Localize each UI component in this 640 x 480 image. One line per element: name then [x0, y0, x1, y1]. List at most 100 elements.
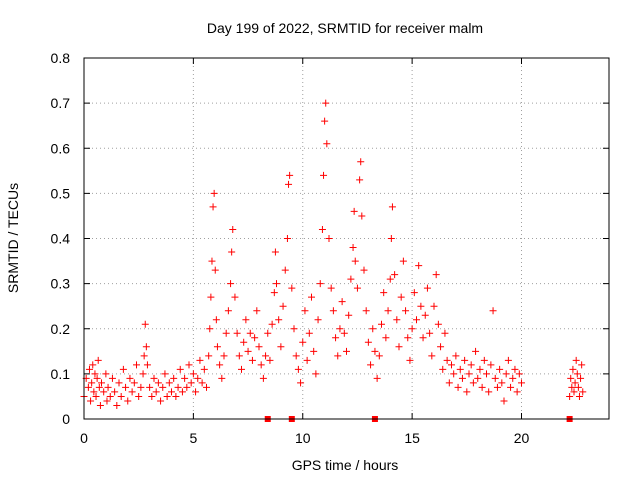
data-point [577, 374, 585, 382]
data-point [345, 311, 353, 319]
data-point [413, 316, 420, 324]
data-point [111, 388, 119, 396]
data-point [340, 329, 348, 337]
data-point [415, 262, 423, 270]
data-point [288, 284, 296, 292]
data-point [308, 293, 315, 301]
data-point [387, 235, 395, 242]
data-point [347, 275, 355, 283]
data-point [251, 334, 259, 342]
x-axis-label: GPS time / hours [292, 457, 399, 473]
data-point [408, 325, 416, 333]
data-point [375, 352, 383, 360]
data-point [246, 329, 254, 337]
data-point [323, 140, 331, 148]
x-tick-label: 5 [189, 430, 197, 446]
data-point [437, 343, 445, 351]
x-tick-label: 0 [80, 430, 88, 446]
data-point [325, 235, 333, 242]
data-point [93, 374, 101, 382]
data-point [85, 365, 93, 373]
data-point [498, 379, 506, 387]
y-axis-label: SRMTID / TECUs [5, 183, 21, 293]
data-point [206, 325, 214, 333]
data-point [273, 280, 280, 288]
data-point [103, 397, 111, 405]
data-point [485, 388, 493, 396]
data-point [443, 356, 451, 364]
data-point [469, 379, 477, 387]
data-point [98, 379, 105, 387]
data-point [285, 180, 293, 188]
data-point [507, 383, 515, 391]
data-point [172, 392, 180, 400]
data-point [142, 343, 150, 351]
data-point [196, 356, 204, 364]
data-point [364, 338, 372, 346]
data-point [336, 325, 344, 333]
data-point [224, 307, 232, 315]
data-point [452, 352, 460, 360]
data-point [165, 379, 173, 387]
plot-frame [83, 57, 610, 420]
data-point [229, 225, 237, 233]
data-point [496, 365, 504, 373]
data-point [143, 361, 151, 369]
data-point [463, 388, 471, 396]
data-point [410, 289, 418, 297]
data-point [242, 316, 250, 324]
data-point [575, 392, 583, 400]
data-point [579, 388, 587, 396]
data-point [218, 374, 226, 382]
data-point [137, 383, 145, 391]
data-point [404, 334, 412, 342]
data-point [148, 392, 156, 400]
data-point [472, 347, 480, 355]
data-point [231, 293, 239, 301]
data-point [168, 388, 175, 396]
data-point [268, 320, 276, 328]
data-point [518, 379, 525, 387]
data-point [432, 271, 440, 279]
data-point [92, 392, 100, 400]
data-point [146, 383, 154, 391]
data-point [511, 365, 519, 373]
y-tick-label: 0.6 [51, 140, 71, 156]
data-point [513, 388, 521, 396]
data-point [161, 370, 169, 378]
data-point [566, 392, 574, 400]
data-point [140, 352, 148, 360]
data-point [441, 329, 449, 337]
data-point [248, 356, 256, 364]
data-point [244, 347, 252, 355]
data-point [395, 343, 403, 351]
data-point [212, 316, 220, 324]
data-point [222, 329, 230, 337]
data-point [176, 365, 184, 373]
y-tick-label: 0.4 [51, 231, 71, 247]
data-point [106, 392, 114, 400]
data-point [489, 307, 497, 315]
data-point [314, 316, 322, 324]
data-point [502, 370, 510, 378]
y-tick-label: 0.2 [51, 321, 71, 337]
data-point [270, 289, 278, 297]
data-point [275, 316, 283, 324]
data-point [329, 307, 337, 315]
data-point [159, 383, 167, 391]
data-point [113, 401, 121, 409]
data-point [255, 343, 263, 351]
data-point [96, 401, 104, 409]
data-point [130, 379, 138, 387]
data-point [515, 370, 523, 378]
data-point [264, 329, 272, 337]
data-point [393, 316, 401, 324]
data-point [183, 383, 191, 391]
data-point [126, 374, 134, 382]
data-point [181, 374, 189, 382]
data-point [474, 374, 482, 382]
data-point [157, 397, 165, 405]
data-point [220, 352, 228, 360]
data-point [428, 352, 436, 360]
data-point [332, 334, 340, 342]
